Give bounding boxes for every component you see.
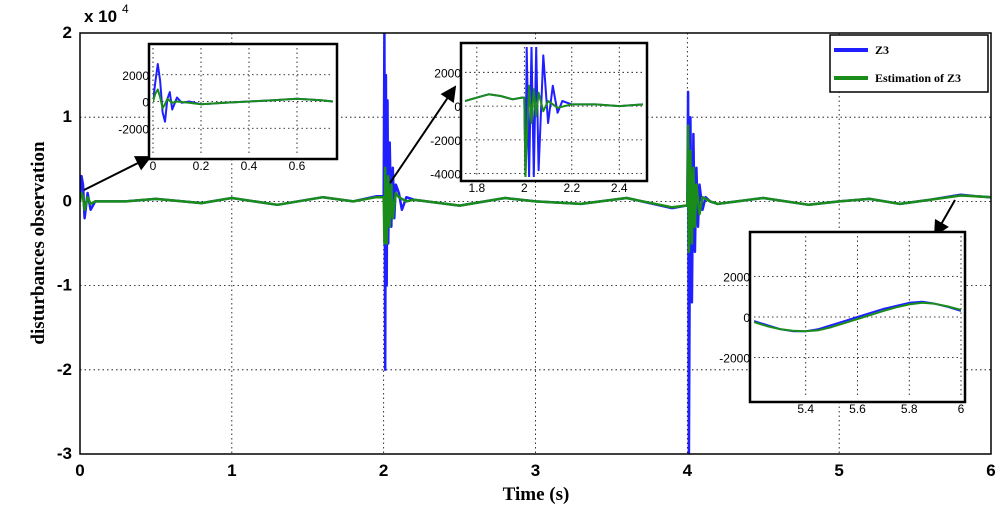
y-exponent: 4: [122, 2, 129, 16]
main-y-tick-labels: -3 -2 -1 0 1 2: [57, 23, 72, 463]
main-x-tick-label: 2: [379, 461, 388, 480]
legend: Z3 Estimation of Z3: [829, 34, 989, 93]
inset1-y-tick-label: 0: [142, 96, 149, 110]
callout-arrows: [83, 85, 956, 237]
arrow-inset1: [83, 156, 152, 191]
inset1-y-tick-label: -2000: [118, 122, 149, 136]
inset3-series-line-estimation: [754, 301, 961, 333]
inset2-y-tick-label: 0: [454, 100, 461, 114]
main-series: [80, 33, 991, 454]
x-axis-title: Time (s): [503, 484, 570, 505]
inset3-y-tick-label: 2000: [723, 271, 750, 285]
inset2-series-line-estimation: [465, 84, 643, 177]
main-x-tick-label: 3: [531, 461, 540, 480]
inset2-border: [459, 41, 649, 183]
inset2-x-tick-label: 2: [521, 181, 528, 195]
inset3-y-tick-label: -2000: [719, 352, 750, 366]
arrow-inset2: [389, 85, 457, 184]
inset3-x-tick-label: 5.8: [901, 402, 918, 416]
inset2-x-tick-label: 2.2: [563, 181, 580, 195]
main-plot-frame: [79, 32, 992, 455]
inset-plot-1: 0 0.2 0.4 0.6 -2000 0 2000: [118, 42, 339, 173]
inset2-x-tick-label: 2.4: [611, 181, 628, 195]
main-x-tick-labels: 0 1 2 3 4 5 6: [75, 461, 995, 480]
inset1-x-tick-label: 0: [150, 159, 157, 173]
inset3-x-tick-label: 5.4: [797, 402, 814, 416]
y-multiplier: x 10: [84, 7, 117, 26]
legend-label-z3: Z3: [875, 43, 889, 57]
inset3-y-tick-label: 0: [743, 311, 750, 325]
inset1-x-tick-label: 0.2: [193, 159, 210, 173]
main-plot: 0 1 2 3 4 5 6 -3 -2 -1 0 1 2 x 10 4 Time (s) distur…: [28, 2, 996, 505]
legend-box: [829, 34, 989, 93]
inset1-x-tick-label: 0.4: [241, 159, 258, 173]
inset2-y-tick-label: -4000: [430, 168, 461, 182]
main-y-tick-label: -1: [57, 276, 72, 295]
inset3-x-tick-label: 6: [958, 402, 965, 416]
legend-label-estimation: Estimation of Z3: [875, 71, 961, 85]
main-x-tick-label: 0: [75, 461, 84, 480]
arrow-inset3: [934, 199, 956, 237]
main-y-tick-label: 1: [63, 107, 72, 126]
main-x-tick-label: 5: [834, 461, 843, 480]
main-series-line-estimation: [80, 124, 991, 254]
inset-plot-2: 1.8 2 2.2 2.4 -4000 -2000 0 2000: [430, 41, 649, 195]
inset2-x-tick-label: 1.8: [469, 181, 486, 195]
main-y-tick-label: -2: [57, 360, 72, 379]
main-x-tick-label: 4: [683, 461, 693, 480]
inset3-x-tick-label: 5.6: [849, 402, 866, 416]
inset1-y-tick-label: 2000: [122, 69, 149, 83]
main-y-tick-label: -3: [57, 444, 72, 463]
main-y-tick-label: 2: [63, 23, 72, 42]
inset-plot-3: 5.4 5.6 5.8 6 -2000 0 2000: [719, 230, 967, 416]
main-x-tick-label: 6: [986, 461, 995, 480]
inset2-y-tick-label: -2000: [430, 134, 461, 148]
inset1-x-tick-label: 0.6: [289, 159, 306, 173]
inset1-series-line-estimation: [153, 88, 333, 110]
inset2-y-tick-label: 2000: [434, 66, 461, 80]
y-axis-title: disturbances observation: [28, 141, 49, 345]
main-x-tick-label: 1: [227, 461, 236, 480]
main-y-tick-label: 0: [63, 191, 72, 210]
